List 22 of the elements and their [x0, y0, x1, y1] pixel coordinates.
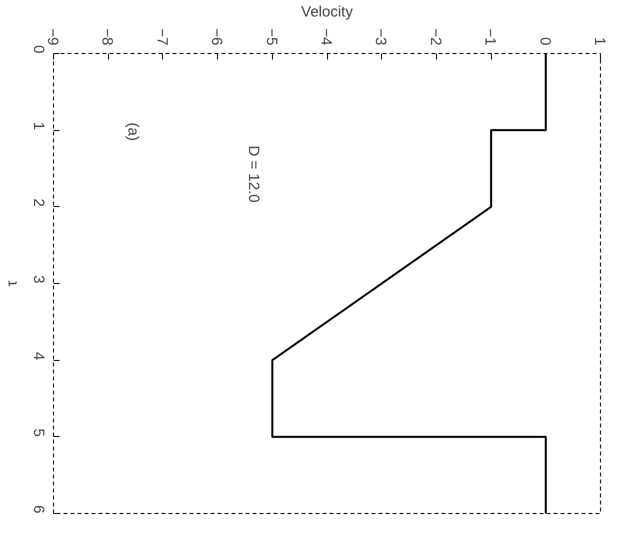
y-tick-label: 5	[30, 428, 47, 437]
x-tick-label: −8	[98, 28, 116, 46]
x-tick-label: −9	[44, 28, 61, 46]
y-tick-label: 0	[30, 45, 47, 54]
x-tick-label: −1	[482, 28, 499, 46]
x-tick-label: −7	[153, 28, 170, 46]
y-tick-label: 1	[30, 122, 47, 130]
y-tick-label: 4	[30, 352, 47, 360]
y-tick-label: 2	[30, 198, 47, 207]
annotation: (a)	[124, 122, 142, 141]
x-axis-title: Velocity	[301, 3, 354, 20]
x-tick-label: −4	[318, 28, 334, 46]
y-tick-label: 6	[30, 505, 47, 514]
x-tick-label: −5	[262, 28, 280, 46]
y-axis-title: τ	[4, 280, 20, 286]
annotation: D = 12.0	[244, 146, 262, 203]
x-tick-label: 1	[591, 37, 608, 46]
x-tick-label: 0	[536, 37, 554, 46]
x-tick-label: −2	[426, 28, 444, 46]
x-tick-label: −6	[208, 28, 226, 46]
y-tick-label: 3	[30, 275, 47, 284]
x-tick-label: −3	[372, 28, 390, 46]
